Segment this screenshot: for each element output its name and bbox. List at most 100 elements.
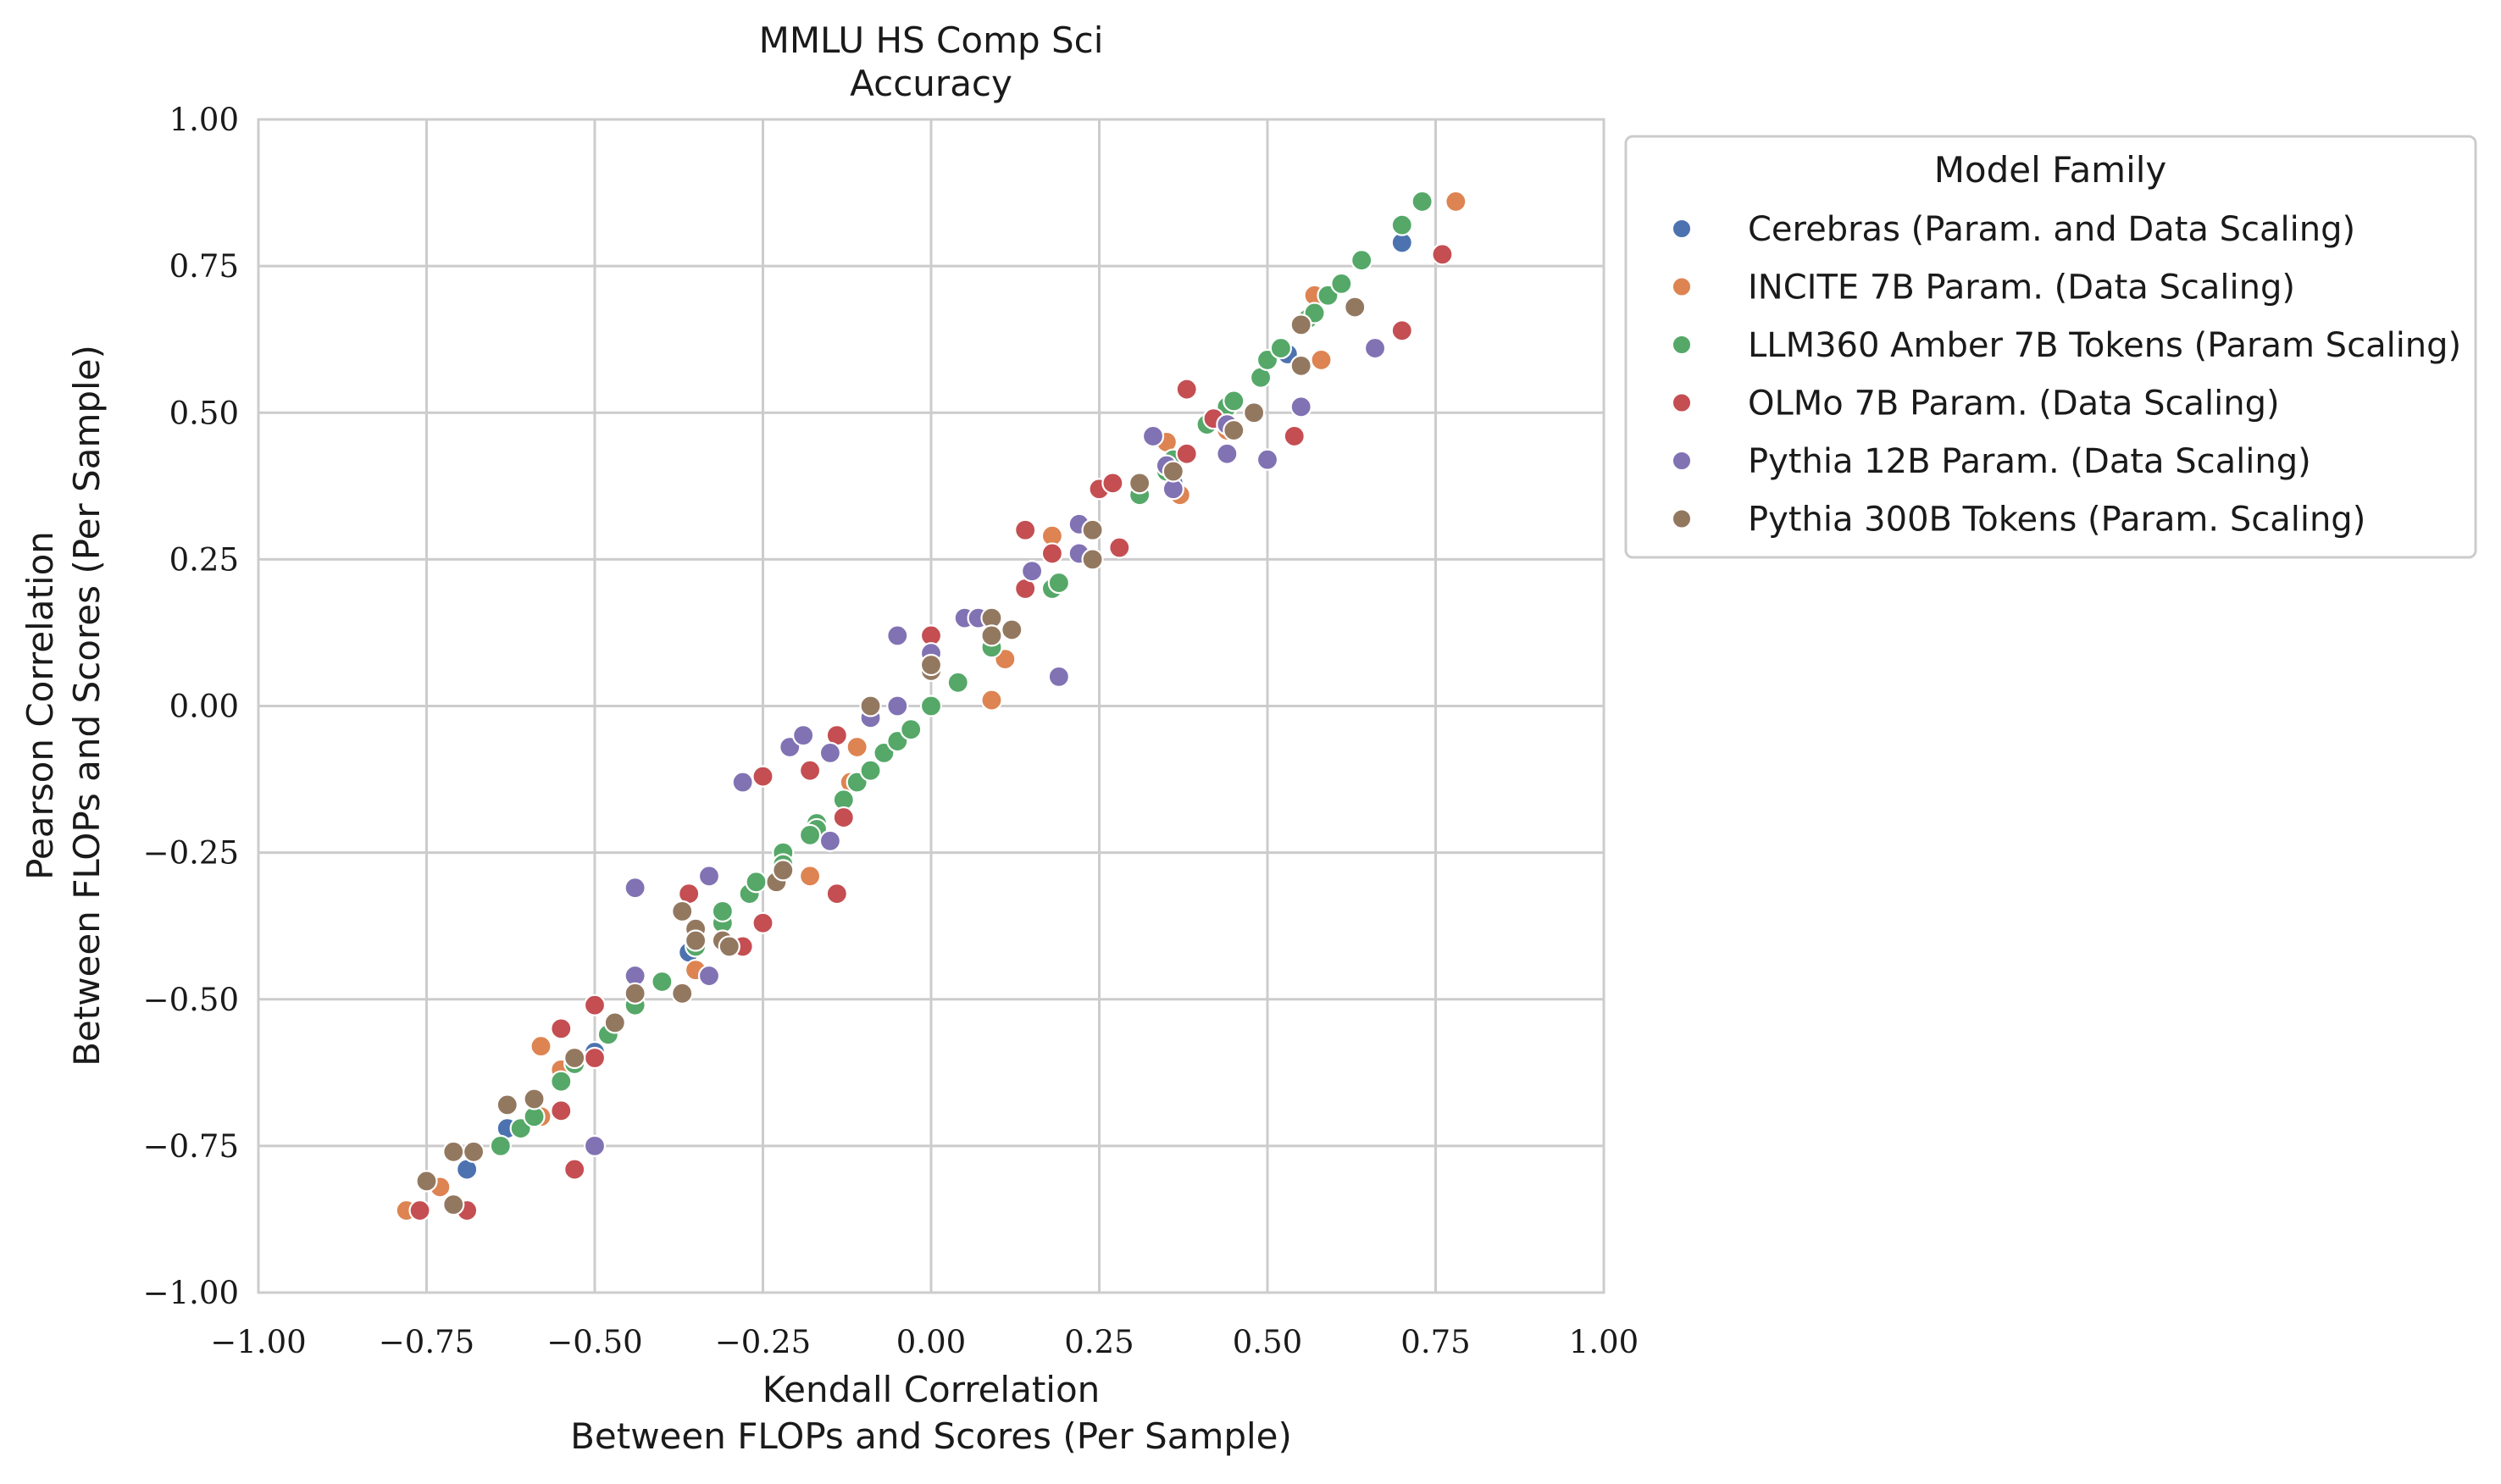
- data-point: [1243, 401, 1266, 424]
- data-point: [859, 695, 882, 717]
- chart-title-line-1: MMLU HS Comp Sci: [759, 19, 1104, 61]
- legend-item: Cerebras (Param. and Data Scaling): [1672, 210, 2355, 249]
- data-point: [1445, 190, 1467, 213]
- data-point: [946, 671, 969, 694]
- data-point: [1081, 518, 1104, 541]
- y-tick-label: 0.25: [169, 541, 239, 578]
- x-tick-label: 0.75: [1400, 1324, 1470, 1360]
- legend-label: OLMo 7B Param. (Data Scaling): [1748, 385, 2280, 424]
- legend-label: LLM360 Amber 7B Tokens (Param Scaling): [1748, 326, 2461, 365]
- data-point: [651, 970, 674, 994]
- y-tick-label: 0.50: [169, 395, 239, 431]
- data-point: [745, 871, 768, 894]
- data-point: [711, 900, 734, 922]
- x-tick-label: 0.25: [1064, 1324, 1134, 1360]
- data-point: [583, 1134, 607, 1157]
- data-point: [1256, 448, 1279, 471]
- y-tick-label: 0.00: [169, 689, 239, 725]
- data-point: [442, 1193, 465, 1216]
- legend-item: Pythia 12B Param. (Data Scaling): [1672, 442, 2311, 481]
- data-point: [408, 1199, 431, 1222]
- x-tick-label: 1.00: [1569, 1324, 1639, 1360]
- legend-item: INCITE 7B Param. (Data Scaling): [1672, 269, 2295, 307]
- data-point: [1289, 313, 1312, 336]
- chart-title-line-2: Accuracy: [850, 63, 1012, 104]
- data-point: [1014, 518, 1037, 541]
- data-point: [462, 1140, 485, 1163]
- data-point: [523, 1088, 546, 1110]
- y-tick-label: −1.00: [143, 1275, 239, 1311]
- data-point: [1141, 424, 1165, 448]
- data-point: [1101, 472, 1124, 495]
- plot-frame: [257, 118, 1605, 1294]
- data-point: [563, 1046, 586, 1070]
- legend-marker: [1672, 219, 1692, 239]
- y-tick-labels: 1.00 0.75 0.50 0.25 0.00 −0.25 −0.50 −0.75 −1.00: [143, 102, 239, 1311]
- x-tick-label: 0.50: [1233, 1324, 1302, 1360]
- data-point: [1310, 348, 1333, 372]
- data-point: [846, 735, 868, 759]
- legend-item: LLM360 Amber 7B Tokens (Param Scaling): [1672, 326, 2461, 365]
- data-point: [496, 1094, 518, 1116]
- data-point: [603, 1011, 626, 1034]
- y-tick-label: −0.75: [143, 1128, 239, 1165]
- legend-marker: [1672, 335, 1692, 355]
- data-point: [718, 935, 740, 958]
- legend-label: Pythia 12B Param. (Data Scaling): [1748, 442, 2311, 481]
- data-point: [415, 1170, 438, 1193]
- legend-title: Model Family: [1934, 149, 2167, 191]
- legend-label: Cerebras (Param. and Data Scaling): [1748, 210, 2355, 249]
- data-point: [919, 653, 943, 677]
- data-point: [1047, 571, 1070, 595]
- data-point: [1431, 243, 1454, 266]
- data-point: [1223, 390, 1245, 413]
- data-point: [1040, 542, 1064, 565]
- data-point: [1216, 442, 1239, 465]
- data-point: [886, 624, 909, 647]
- data-point: [671, 900, 694, 922]
- data-point: [825, 882, 848, 905]
- data-point: [1411, 190, 1434, 213]
- series-4: [583, 336, 1387, 1157]
- data-point: [772, 859, 795, 882]
- legend-item: Pythia 300B Tokens (Param. Scaling): [1672, 501, 2365, 540]
- data-point: [1128, 472, 1151, 495]
- y-axis-title-line-2: Between FLOPs and Scores (Per Sample): [66, 345, 108, 1066]
- data-point: [624, 982, 646, 1005]
- x-tick-label: −0.25: [715, 1324, 811, 1360]
- data-point: [530, 1035, 552, 1058]
- data-point: [798, 865, 822, 888]
- data-point: [1175, 378, 1198, 401]
- data-point: [550, 1017, 573, 1040]
- data-point: [798, 759, 822, 782]
- data-point: [671, 982, 694, 1005]
- x-tick-label: −0.75: [379, 1324, 474, 1360]
- y-tick-label: 0.75: [169, 248, 239, 285]
- data-point: [818, 741, 842, 765]
- legend-box: [1624, 135, 2477, 559]
- data-point: [1283, 424, 1306, 448]
- data-point: [563, 1158, 586, 1181]
- data-point: [583, 994, 607, 1016]
- y-tick-label: 1.00: [169, 102, 239, 138]
- data-point: [1289, 354, 1312, 377]
- data-point: [550, 1099, 573, 1122]
- data-point: [583, 1046, 607, 1070]
- data-point: [697, 865, 721, 888]
- data-point: [1175, 442, 1198, 465]
- x-axis-title-line-1: Kendall Correlation: [762, 1369, 1101, 1410]
- data-point: [1330, 272, 1353, 295]
- data-point: [1289, 396, 1312, 418]
- legend-label: Pythia 300B Tokens (Param. Scaling): [1748, 501, 2365, 540]
- x-tick-labels: −1.00 −0.75 −0.50 −0.25 0.00 0.25 0.50 0.75 1.00: [210, 1324, 1639, 1360]
- legend-marker: [1672, 451, 1692, 471]
- data-point: [1350, 249, 1373, 272]
- data-point: [1108, 536, 1131, 559]
- data-point: [697, 964, 721, 988]
- legend-marker: [1672, 276, 1692, 297]
- data-point: [919, 695, 943, 717]
- data-point: [1390, 213, 1413, 236]
- x-tick-label: −0.50: [546, 1324, 642, 1360]
- data-point: [832, 806, 855, 829]
